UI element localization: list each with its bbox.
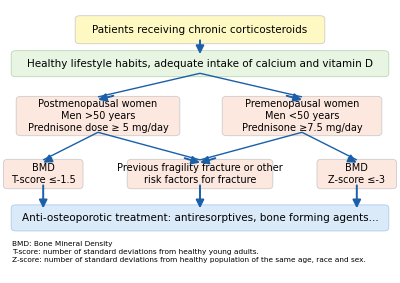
- Text: Previous fragility fracture or other
risk factors for fracture: Previous fragility fracture or other ris…: [117, 163, 283, 185]
- Text: Healthy lifestyle habits, adequate intake of calcium and vitamin D: Healthy lifestyle habits, adequate intak…: [27, 59, 373, 69]
- FancyBboxPatch shape: [11, 205, 389, 231]
- Text: BMD: Bone Mineral Density
T-score: number of standard deviations from healthy yo: BMD: Bone Mineral Density T-score: numbe…: [12, 241, 366, 263]
- Text: Anti-osteoporotic treatment: antiresorptives, bone forming agents...: Anti-osteoporotic treatment: antiresorpt…: [22, 213, 378, 223]
- Text: BMD
Z-score ≤-3: BMD Z-score ≤-3: [328, 163, 385, 185]
- FancyBboxPatch shape: [75, 16, 325, 44]
- Text: BMD
T-score ≤-1.5: BMD T-score ≤-1.5: [11, 163, 76, 185]
- Text: Postmenopausal women
Men >50 years
Prednisone dose ≥ 5 mg/day: Postmenopausal women Men >50 years Predn…: [28, 99, 168, 133]
- FancyBboxPatch shape: [11, 51, 389, 77]
- FancyBboxPatch shape: [317, 159, 396, 189]
- FancyBboxPatch shape: [16, 96, 180, 136]
- FancyBboxPatch shape: [4, 159, 83, 189]
- FancyBboxPatch shape: [222, 96, 382, 136]
- FancyBboxPatch shape: [127, 159, 273, 189]
- Text: Premenopausal women
Men <50 years
Prednisone ≥7.5 mg/day: Premenopausal women Men <50 years Predni…: [242, 99, 362, 133]
- Text: Patients receiving chronic corticosteroids: Patients receiving chronic corticosteroi…: [92, 25, 308, 35]
